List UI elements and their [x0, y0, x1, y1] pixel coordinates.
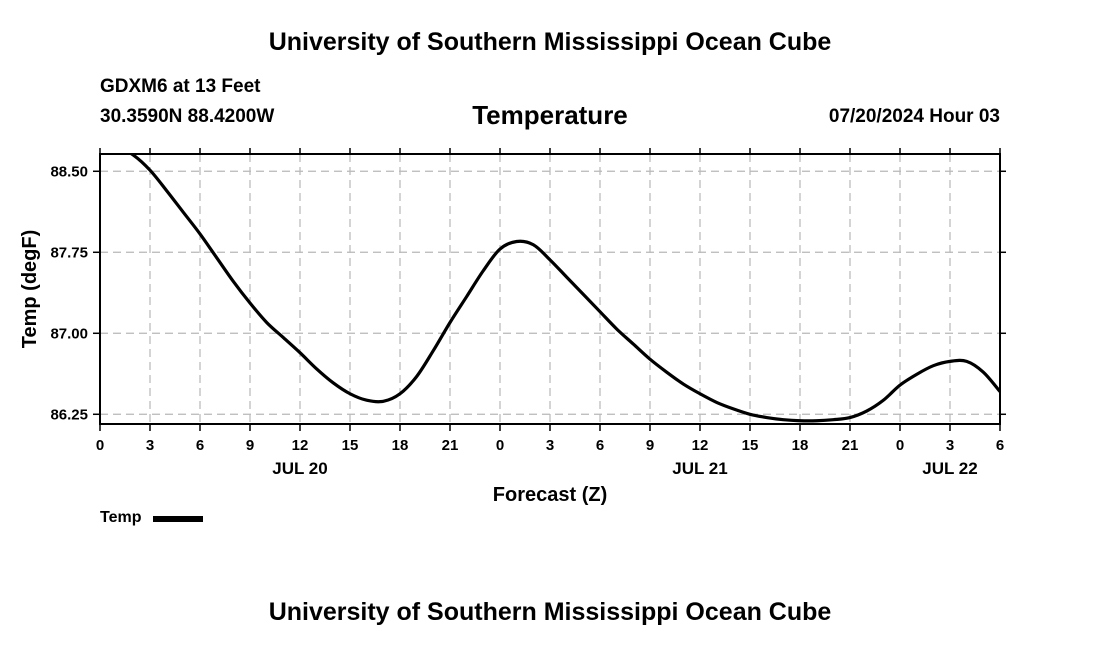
station-label: GDXM6 at 13 Feet — [100, 76, 261, 97]
series-line-temp — [128, 154, 1000, 423]
x-tick-label: 0 — [96, 437, 104, 454]
x-tick-label: 12 — [292, 437, 309, 454]
y-tick-label: 87.75 — [50, 244, 88, 261]
x-tick-label: 3 — [146, 437, 154, 454]
legend-label: Temp — [100, 509, 142, 526]
datetime-label: 07/20/2024 Hour 03 — [828, 106, 1000, 127]
coordinates-label: 30.3590N 88.4200W — [100, 106, 275, 127]
x-tick-label: 18 — [792, 437, 809, 454]
chart-title: Temperature — [472, 100, 628, 130]
x-tick-label: 0 — [496, 437, 504, 454]
x-tick-label: 3 — [546, 437, 554, 454]
x-tick-label: 15 — [742, 437, 759, 454]
x-tick-label: 9 — [646, 437, 654, 454]
x-tick-label: 6 — [196, 437, 204, 454]
x-date-label: JUL 22 — [922, 459, 977, 478]
x-tick-label: 6 — [996, 437, 1004, 454]
x-tick-label: 21 — [442, 437, 459, 454]
x-tick-label: 12 — [692, 437, 709, 454]
page-title: University of Southern Mississippi Ocean… — [268, 28, 832, 56]
x-axis-label: Forecast (Z) — [493, 484, 607, 506]
x-tick-label: 9 — [246, 437, 254, 454]
x-tick-label: 21 — [842, 437, 859, 454]
y-tick-label: 86.25 — [50, 406, 88, 423]
x-tick-label: 6 — [596, 437, 604, 454]
legend-line-swatch — [153, 516, 204, 522]
x-date-label: JUL 20 — [272, 459, 327, 478]
y-axis-label: Temp (degF) — [19, 230, 41, 349]
x-date-label: JUL 21 — [672, 459, 727, 478]
x-tick-label: 15 — [342, 437, 359, 454]
x-tick-label: 18 — [392, 437, 409, 454]
x-tick-label: 3 — [946, 437, 954, 454]
legend: Temp — [100, 509, 204, 527]
x-tick-label: 0 — [896, 437, 904, 454]
footer-title: University of Southern Mississippi Ocean… — [268, 598, 832, 626]
y-tick-label: 88.50 — [50, 163, 88, 180]
y-tick-label: 87.00 — [50, 325, 88, 342]
